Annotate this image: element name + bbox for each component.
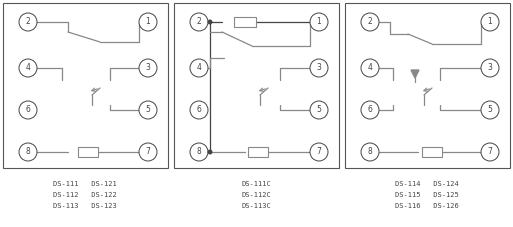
Circle shape [190,143,208,161]
Text: 6: 6 [196,106,202,114]
Text: DS-111   DS-121: DS-111 DS-121 [53,181,117,187]
Circle shape [361,59,379,77]
Circle shape [207,150,212,155]
Text: 1: 1 [317,17,321,27]
Circle shape [481,143,499,161]
Circle shape [190,101,208,119]
Text: 2: 2 [26,17,30,27]
Circle shape [19,59,37,77]
Bar [422,147,442,157]
Circle shape [139,59,157,77]
Text: DS-114   DS-124: DS-114 DS-124 [395,181,459,187]
Circle shape [139,13,157,31]
Polygon shape [411,70,419,78]
Text: 3: 3 [146,64,150,72]
Circle shape [19,101,37,119]
Text: 8: 8 [196,148,202,156]
Circle shape [481,13,499,31]
Circle shape [310,143,328,161]
Text: 5: 5 [146,106,150,114]
Bar [3,3,168,168]
Bar [78,147,98,157]
Circle shape [190,59,208,77]
Circle shape [361,143,379,161]
Text: 2: 2 [368,17,372,27]
Text: DS-111C: DS-111C [241,181,271,187]
Text: 6: 6 [26,106,30,114]
Bar [234,17,256,27]
Circle shape [139,143,157,161]
Bar [248,147,268,157]
Text: DS-115   DS-125: DS-115 DS-125 [395,192,459,198]
Circle shape [207,20,212,25]
Text: 1: 1 [146,17,150,27]
Text: 5: 5 [317,106,322,114]
Circle shape [19,143,37,161]
Text: 4: 4 [26,64,30,72]
Circle shape [361,101,379,119]
Text: 7: 7 [317,148,322,156]
Bar [345,3,510,168]
Circle shape [361,13,379,31]
Circle shape [139,101,157,119]
Text: 7: 7 [146,148,150,156]
Text: 6: 6 [367,106,372,114]
Circle shape [481,59,499,77]
Text: DS-116   DS-126: DS-116 DS-126 [395,203,459,209]
Text: DS-113C: DS-113C [241,203,271,209]
Circle shape [19,13,37,31]
Text: 7: 7 [487,148,492,156]
Text: DS-112C: DS-112C [241,192,271,198]
Text: DS-113   DS-123: DS-113 DS-123 [53,203,117,209]
Text: 3: 3 [487,64,492,72]
Text: 3: 3 [317,64,322,72]
Circle shape [310,13,328,31]
Text: 4: 4 [367,64,372,72]
Text: DS-112   DS-122: DS-112 DS-122 [53,192,117,198]
Bar [174,3,339,168]
Text: 8: 8 [26,148,30,156]
Text: 5: 5 [487,106,492,114]
Circle shape [190,13,208,31]
Circle shape [481,101,499,119]
Circle shape [310,101,328,119]
Text: 2: 2 [196,17,202,27]
Text: 1: 1 [488,17,492,27]
Text: 8: 8 [368,148,372,156]
Circle shape [310,59,328,77]
Text: 4: 4 [196,64,202,72]
